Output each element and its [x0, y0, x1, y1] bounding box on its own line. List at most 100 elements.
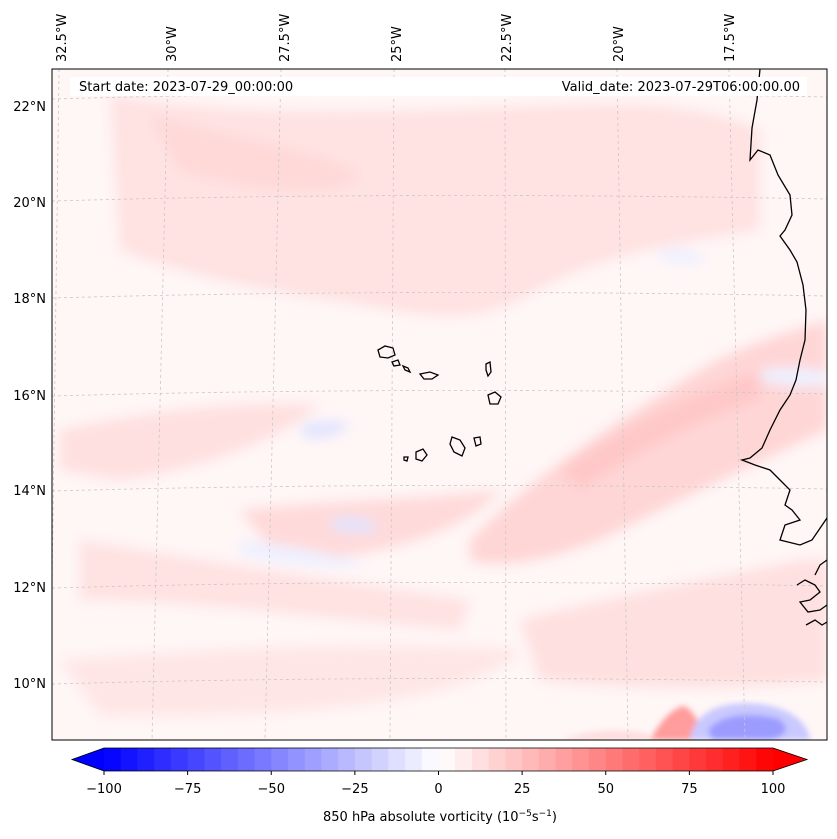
longitude-label: 17.5°W [723, 14, 738, 62]
colorbar-tick-label: −100 [86, 782, 122, 797]
island [449, 436, 466, 457]
colorbar-bin [254, 748, 272, 771]
map-area [52, 69, 827, 740]
vorticity-region [60, 403, 320, 480]
colorbar-bin [204, 748, 222, 771]
intense-vorticity-features [560, 703, 810, 740]
latitude-label: 14°N [13, 484, 46, 499]
colorbar-bin [237, 748, 256, 771]
colorbar-bin [622, 748, 640, 771]
latitude-label: 20°N [13, 196, 46, 211]
colorbar-bin [689, 748, 707, 771]
vorticity-field [60, 95, 827, 716]
colorbar-bin [488, 748, 506, 771]
colorbar-label-main: 850 hPa absolute vorticity (10 [323, 810, 519, 825]
longitude-label: 20°W [612, 26, 627, 62]
map-frame [51, 68, 828, 741]
colorbar-bin [722, 748, 741, 771]
colorbar-bin [405, 748, 423, 771]
colorbar-tick-label: −75 [174, 782, 201, 797]
colorbar-bin [505, 748, 523, 771]
colorbar-tick-label: 75 [681, 782, 698, 797]
colorbar-bin [354, 748, 373, 771]
colorbar-bin [538, 748, 557, 771]
colorbar-bin [120, 748, 138, 771]
vorticity-region [80, 540, 470, 630]
colorbar-min-extension [72, 748, 104, 771]
colorbar-label-end: ) [552, 810, 557, 825]
longitude-label: 32.5°W [55, 14, 70, 62]
colorbar-bin [655, 748, 674, 771]
negative-vorticity-patch [660, 248, 705, 264]
latitude-labels: 22°N 20°N 18°N 16°N 14°N 12°N 10°N [13, 100, 46, 692]
colorbar [70, 747, 809, 772]
colorbar-bin [605, 748, 623, 771]
longitude-label: 30°W [165, 26, 180, 62]
colorbar-bin [572, 748, 590, 771]
colorbar-bin [338, 748, 356, 771]
colorbar-label-exponent-2: −1 [539, 809, 552, 819]
vorticity-region [150, 115, 360, 190]
start-date-label: Start date: 2023-07-29_00:00:00 [79, 80, 293, 95]
colorbar-bin [170, 748, 189, 771]
colorbar-bin [371, 748, 389, 771]
negative-vorticity-patch [330, 517, 380, 533]
longitude-labels: 32.5°W 30°W 27.5°W 25°W 22.5°W 20°W 17.5°W [55, 14, 738, 62]
colorbar-bin [455, 748, 473, 771]
colorbar-tick-label: 25 [514, 782, 531, 797]
colorbar-bin [706, 748, 724, 771]
colorbar-bin [304, 748, 322, 771]
colorbar-ticks: −100 −75 −50 −25 0 25 50 75 100 [86, 771, 785, 797]
negative-vorticity-patch [240, 540, 370, 567]
island [473, 436, 482, 447]
vorticity-region [560, 730, 650, 740]
island [487, 391, 502, 405]
latitude-label: 12°N [13, 581, 46, 596]
colorbar-tick-label: 50 [597, 782, 614, 797]
negative-vorticity-patch [300, 421, 350, 439]
coastline [377, 69, 827, 626]
latitude-label: 10°N [13, 677, 46, 692]
negative-vorticity-patch [760, 367, 827, 388]
colorbar-bin [154, 748, 172, 771]
valid-date-label: Valid_date: 2023-07-29T06:00:00.00 [562, 80, 800, 95]
colorbar-bin [421, 748, 439, 771]
latitude-label: 16°N [13, 389, 46, 404]
island [377, 345, 396, 359]
colorbar-bin [388, 748, 406, 771]
colorbar-tick-label: 0 [434, 782, 442, 797]
colorbar-bin [271, 748, 289, 771]
longitude-label: 27.5°W [278, 14, 293, 62]
vorticity-region [520, 560, 827, 688]
colorbar-bin [321, 748, 339, 771]
header-band [70, 77, 807, 96]
negative-vorticity-core [708, 714, 786, 740]
vorticity-region [560, 370, 760, 490]
colorbar-bin [589, 748, 607, 771]
colorbar-bin [672, 748, 690, 771]
colorbar-bin [639, 748, 657, 771]
island [418, 371, 440, 380]
island [485, 360, 492, 378]
colorbar-bin [221, 748, 239, 771]
colorbar-bin [187, 748, 205, 771]
colorbar-tick-label: −25 [341, 782, 368, 797]
longitude-label: 22.5°W [500, 14, 515, 62]
colorbar-label-unit: s [532, 810, 539, 825]
latitude-label: 22°N [13, 100, 46, 115]
colorbar-bin [471, 748, 490, 771]
colorbar-bin [104, 748, 122, 771]
vorticity-region [60, 645, 520, 716]
colorbar-tick-label: −50 [258, 782, 285, 797]
colorbar-tick-label: 100 [761, 782, 786, 797]
island [415, 448, 428, 462]
colorbar-label-exponent-1: −5 [519, 809, 532, 819]
colorbar-label: 850 hPa absolute vorticity (10−5s−1) [323, 809, 557, 825]
colorbar-bin [756, 748, 774, 771]
colorbar-bin [438, 748, 456, 771]
colorbar-bin [137, 748, 155, 771]
colorbar-max-extension [773, 748, 807, 771]
colorbar-bin [522, 748, 540, 771]
colorbar-bin [555, 748, 573, 771]
island [403, 456, 409, 462]
